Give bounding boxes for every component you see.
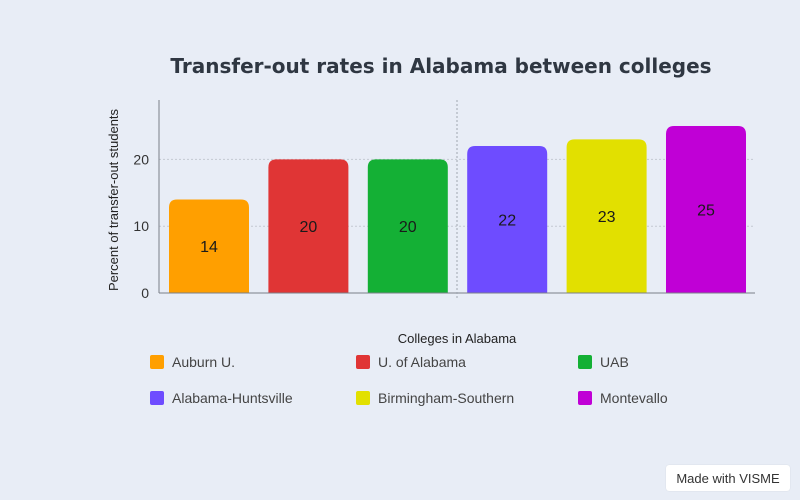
bar-value-label: 20 [399,219,417,236]
legend-item: Alabama-Huntsville [150,390,293,406]
legend-swatch [578,391,592,405]
legend-swatch [578,355,592,369]
bar[interactable] [666,126,746,293]
y-tick-label: 20 [133,151,149,167]
bar[interactable] [367,159,448,293]
bar[interactable] [566,139,647,293]
bar[interactable] [467,146,548,293]
bar-value-label: 25 [697,203,715,220]
bar-value-label: 23 [598,209,616,226]
legend-item: Birmingham-Southern [356,390,514,406]
y-axis-label: Percent of transfer-out students [106,108,121,291]
legend-swatch [356,355,370,369]
legend-label: UAB [600,354,629,370]
y-tick-label: 10 [133,218,149,234]
y-tick-label: 0 [141,285,149,301]
legend-item: Auburn U. [150,354,235,370]
bar[interactable] [169,199,249,293]
chart-title: Transfer-out rates in Alabama between co… [170,54,711,78]
legend-label: U. of Alabama [378,354,466,370]
legend-label: Auburn U. [172,354,236,370]
grid-lines [159,158,755,227]
legend-item: U. of Alabama [356,354,466,370]
legend-swatch [356,391,370,405]
x-axis-label: Colleges in Alabama [398,331,517,346]
bar-value-label: 14 [200,239,218,256]
legend-item: UAB [578,354,629,370]
legend-label: Alabama-Huntsville [172,390,293,406]
legend-swatch [150,355,164,369]
bar-value-label: 20 [300,219,318,236]
made-with-visme-badge[interactable]: Made with VISME [666,465,790,491]
legend-item: Montevallo [578,390,668,406]
y-ticks: 0 10 20 [133,151,149,301]
bars-group: 14 20 20 22 23 25 [169,126,746,293]
bar[interactable] [268,159,349,293]
legend-label: Birmingham-Southern [378,390,515,406]
legend-swatch [150,391,164,405]
bar-value-label: 22 [498,213,516,230]
legend-label: Montevallo [600,390,668,406]
